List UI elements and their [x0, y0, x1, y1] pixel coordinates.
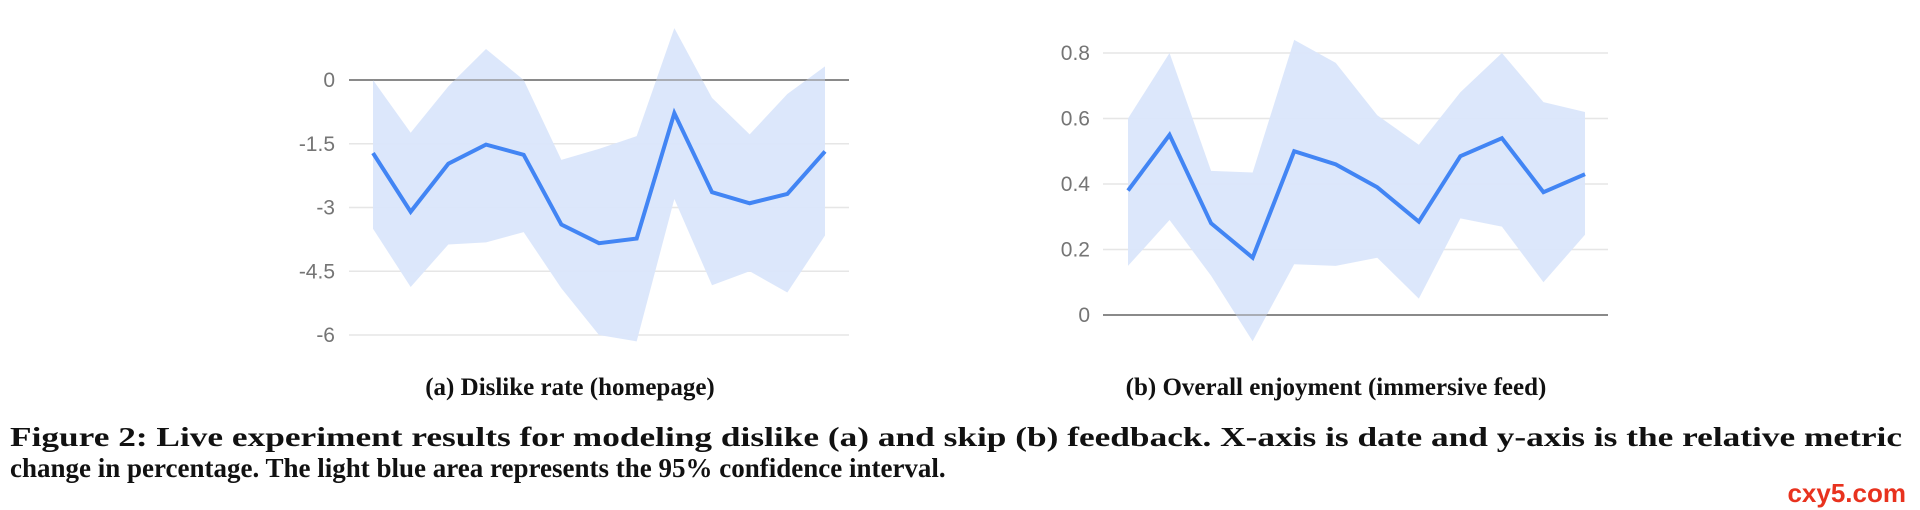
- chart-overall-enjoyment: 0.8 0.6 0.4 0.2 0: [1061, 39, 1608, 342]
- confidence-interval-band: [1128, 39, 1585, 342]
- y-tick-label: -1.5: [299, 133, 335, 156]
- y-tick-label: 0.8: [1061, 42, 1090, 65]
- figure-caption-line1: Figure 2: Live experiment results for mo…: [10, 422, 1902, 452]
- confidence-interval-band: [373, 28, 825, 342]
- y-tick-label: 0.2: [1061, 239, 1090, 262]
- subcaption-a: (a) Dislike rate (homepage): [425, 374, 715, 401]
- figure-caption-line2: change in percentage. The light blue are…: [10, 453, 946, 483]
- mean-line: [1126, 131, 1586, 261]
- y-tick-label: 0.6: [1061, 108, 1090, 131]
- y-tick-label: -6: [316, 324, 335, 347]
- chart-dislike-rate: 0 -1.5 -3 -4.5 -6: [299, 28, 849, 347]
- watermark: cxy5.com: [1787, 478, 1906, 508]
- y-tick-label: -3: [316, 197, 335, 220]
- y-tick-label: 0.4: [1061, 173, 1091, 196]
- subcaption-b: (b) Overall enjoyment (immersive feed): [1126, 374, 1547, 401]
- y-tick-label: 0: [323, 69, 335, 92]
- y-tick-label: -4.5: [299, 260, 335, 283]
- y-tick-label: 0: [1078, 304, 1090, 327]
